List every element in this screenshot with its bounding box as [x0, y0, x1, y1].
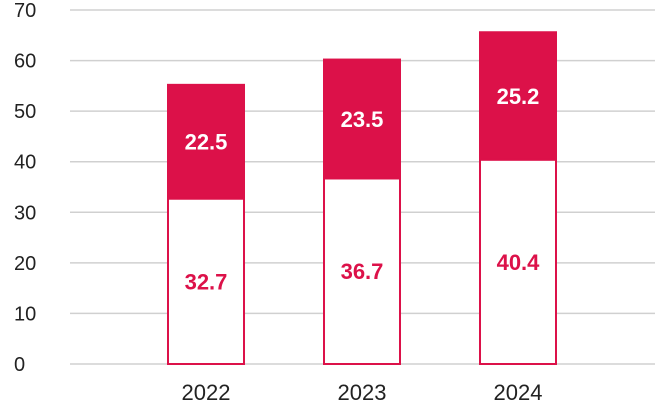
y-tick-label: 60: [14, 51, 36, 73]
y-tick-label: 20: [14, 253, 36, 275]
x-tick-label: 2023: [338, 380, 387, 405]
data-label: 23.5: [341, 107, 384, 132]
bar-segment: [323, 58, 401, 180]
bar-segment: [323, 177, 401, 365]
bar-segment: [479, 158, 557, 365]
bar-segment: [479, 31, 557, 161]
x-tick-label: 2024: [494, 380, 543, 405]
y-tick-label: 50: [14, 101, 36, 123]
y-axis: 0 10 20 30 40 50 60 70: [14, 0, 36, 376]
y-tick-label: 70: [14, 0, 36, 22]
data-label: 22.5: [185, 130, 228, 155]
bars: 32.7 22.5 36.7 23.5 40.4 25.2: [167, 31, 557, 365]
data-label: 32.7: [185, 269, 228, 294]
data-label: 36.7: [341, 259, 384, 284]
y-tick-label: 40: [14, 152, 36, 174]
x-axis: 2022 2023 2024: [182, 380, 543, 405]
y-tick-label: 0: [14, 354, 25, 376]
bar-segment: [167, 197, 245, 365]
bar-segment: [167, 83, 245, 200]
y-tick-label: 30: [14, 202, 36, 224]
data-label: 40.4: [497, 250, 541, 275]
x-tick-label: 2022: [182, 380, 231, 405]
data-label: 25.2: [497, 84, 540, 109]
y-tick-label: 10: [14, 303, 36, 325]
